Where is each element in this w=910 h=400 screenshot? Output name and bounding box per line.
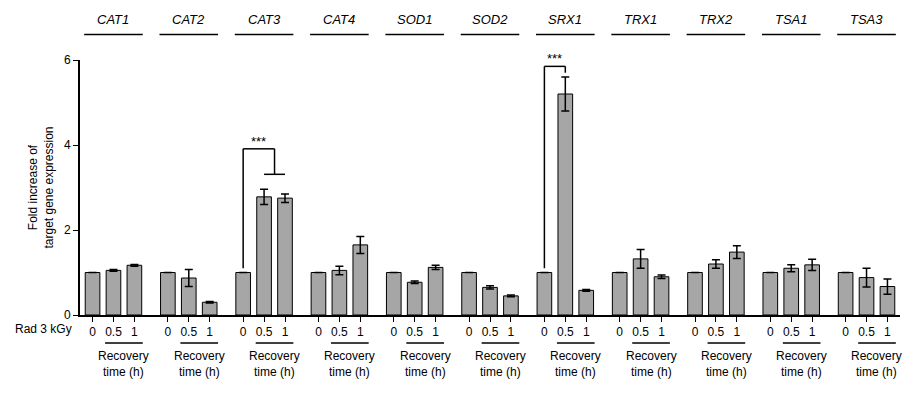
svg-text:0: 0 [165,325,172,339]
svg-text:TRX2: TRX2 [699,12,733,27]
svg-text:Recoverytime (h): Recoverytime (h) [701,349,752,379]
svg-text:Recoverytime (h): Recoverytime (h) [776,349,827,379]
svg-text:1: 1 [432,325,439,339]
svg-text:0: 0 [240,325,247,339]
svg-text:TSA1: TSA1 [775,12,808,27]
svg-text:Recoverytime (h): Recoverytime (h) [851,349,902,379]
svg-text:Recoverytime (h): Recoverytime (h) [550,349,601,379]
svg-text:CAT2: CAT2 [172,12,205,27]
svg-text:Recoverytime (h): Recoverytime (h) [98,349,149,379]
svg-text:1: 1 [131,325,138,339]
svg-text:0.5: 0.5 [331,325,348,339]
svg-text:***: *** [251,134,266,149]
svg-text:2: 2 [64,223,71,237]
svg-text:0.5: 0.5 [105,325,122,339]
svg-text:CAT3: CAT3 [248,12,281,27]
svg-text:0.5: 0.5 [406,325,423,339]
svg-text:0: 0 [767,325,774,339]
svg-text:0: 0 [842,325,849,339]
svg-text:0.5: 0.5 [708,325,725,339]
svg-text:Fold increase oftarget gene ex: Fold increase oftarget gene expression [26,126,56,248]
svg-text:CAT1: CAT1 [97,12,129,27]
svg-text:0: 0 [692,325,699,339]
svg-text:0.5: 0.5 [482,325,499,339]
svg-text:Recoverytime (h): Recoverytime (h) [475,349,526,379]
svg-text:0: 0 [541,325,548,339]
svg-text:0.5: 0.5 [256,325,273,339]
svg-text:1: 1 [508,325,515,339]
svg-text:TRX1: TRX1 [624,12,657,27]
svg-text:0: 0 [315,325,322,339]
svg-text:4: 4 [64,138,71,152]
svg-text:TSA3: TSA3 [850,12,883,27]
svg-text:0: 0 [466,325,473,339]
svg-text:Recoverytime (h): Recoverytime (h) [249,349,300,379]
svg-text:1: 1 [583,325,590,339]
svg-text:1: 1 [206,325,213,339]
svg-text:0.5: 0.5 [783,325,800,339]
svg-text:Recoverytime (h): Recoverytime (h) [324,349,375,379]
svg-text:Recoverytime (h): Recoverytime (h) [174,349,225,379]
svg-text:1: 1 [357,325,364,339]
svg-text:SOD1: SOD1 [397,12,432,27]
svg-text:0: 0 [390,325,397,339]
svg-text:Recoverytime (h): Recoverytime (h) [400,349,451,379]
svg-text:0.5: 0.5 [180,325,197,339]
svg-text:1: 1 [282,325,289,339]
svg-text:Rad 3 kGy: Rad 3 kGy [15,322,72,336]
svg-text:SOD2: SOD2 [472,12,508,27]
svg-text:0: 0 [89,325,96,339]
svg-text:0.5: 0.5 [557,325,574,339]
svg-text:0.5: 0.5 [632,325,649,339]
svg-text:1: 1 [733,325,740,339]
svg-text:CAT4: CAT4 [323,12,355,27]
svg-text:6: 6 [64,53,71,67]
svg-text:SRX1: SRX1 [548,12,582,27]
svg-text:0: 0 [616,325,623,339]
svg-text:1: 1 [658,325,665,339]
svg-text:Recoverytime (h): Recoverytime (h) [626,349,677,379]
svg-text:1: 1 [884,325,891,339]
svg-text:***: *** [547,51,562,66]
svg-text:0: 0 [64,308,71,322]
svg-text:1: 1 [809,325,816,339]
svg-text:0.5: 0.5 [858,325,875,339]
